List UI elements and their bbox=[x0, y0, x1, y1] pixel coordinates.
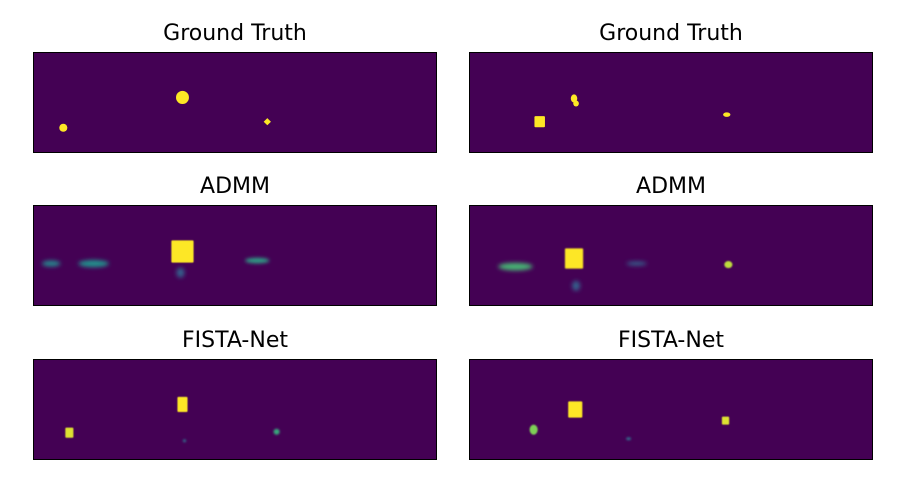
heatmap-plot bbox=[469, 205, 873, 306]
heatmap-blob bbox=[65, 427, 74, 438]
heatmap-blob bbox=[182, 439, 187, 443]
plot-frame bbox=[469, 359, 873, 460]
heatmap-blob bbox=[568, 401, 583, 418]
heatmap-blob bbox=[534, 116, 545, 128]
heatmap-blob bbox=[721, 416, 730, 425]
panel-title: ADMM bbox=[636, 174, 706, 199]
heatmap-blob bbox=[42, 260, 61, 267]
heatmap-blob bbox=[176, 267, 185, 278]
heatmap-blob bbox=[59, 123, 68, 132]
heatmap-blob bbox=[498, 262, 533, 271]
plot-frame bbox=[469, 52, 873, 153]
plot-frame bbox=[33, 359, 437, 460]
heatmap-background bbox=[33, 52, 437, 153]
heatmap-blob bbox=[245, 257, 270, 264]
heatmap-blob bbox=[570, 94, 578, 103]
heatmap-blob bbox=[723, 112, 731, 117]
heatmap-background bbox=[469, 359, 873, 460]
panel-title: FISTA-Net bbox=[182, 328, 288, 353]
heatmap-blob bbox=[78, 260, 109, 268]
heatmap-plot bbox=[33, 205, 437, 306]
heatmap-plot bbox=[33, 52, 437, 153]
heatmap-blob bbox=[171, 240, 194, 263]
plot-frame bbox=[33, 52, 437, 153]
heatmap-plot bbox=[469, 52, 873, 153]
heatmap-background bbox=[33, 359, 437, 460]
heatmap-blob bbox=[573, 100, 579, 107]
heatmap-plot bbox=[469, 359, 873, 460]
panel-title: ADMM bbox=[200, 174, 270, 199]
heatmap-blob bbox=[177, 396, 188, 413]
heatmap-blob bbox=[564, 248, 584, 269]
heatmap-background bbox=[469, 205, 873, 306]
heatmap-blob bbox=[572, 280, 581, 291]
heatmap-blob bbox=[263, 118, 271, 126]
plot-frame bbox=[33, 205, 437, 306]
heatmap-blob bbox=[176, 90, 189, 105]
heatmap-background bbox=[33, 205, 437, 306]
panel-title: FISTA-Net bbox=[618, 328, 724, 353]
plot-frame bbox=[469, 205, 873, 306]
panel-title: Ground Truth bbox=[599, 21, 743, 46]
heatmap-blob bbox=[626, 261, 647, 266]
heatmap-plot bbox=[33, 359, 437, 460]
heatmap-background bbox=[469, 52, 873, 153]
heatmap-blob bbox=[273, 428, 280, 435]
heatmap-blob bbox=[529, 424, 538, 435]
panel-title: Ground Truth bbox=[163, 21, 307, 46]
heatmap-blob bbox=[724, 261, 733, 269]
heatmap-blob bbox=[626, 437, 632, 441]
